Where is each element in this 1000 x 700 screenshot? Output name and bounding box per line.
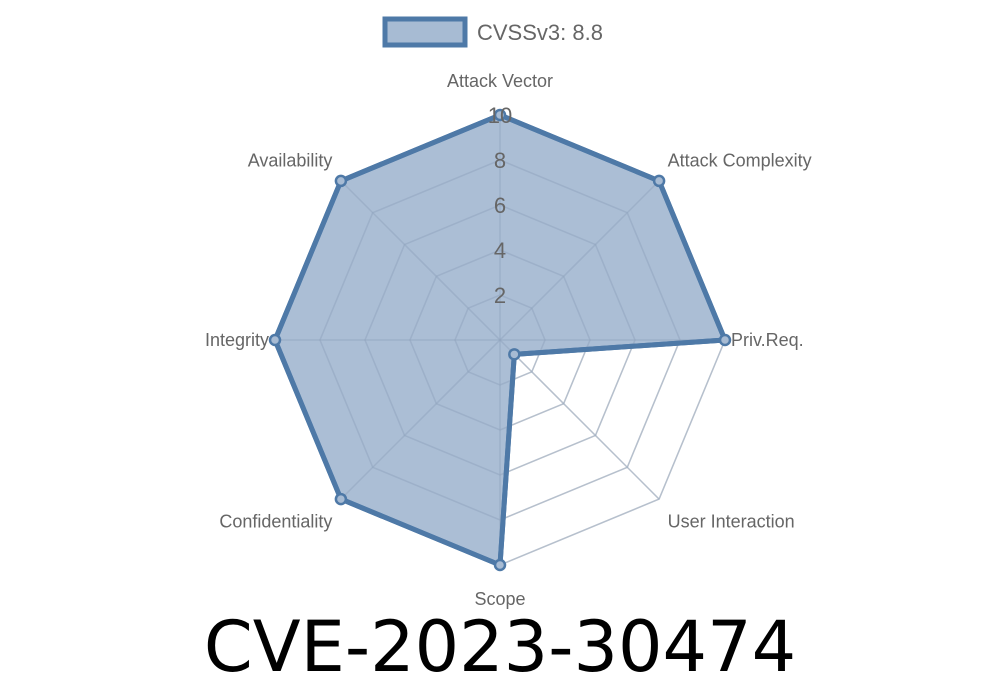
axis-label: Scope — [474, 589, 525, 609]
tick-label: 8 — [494, 148, 506, 173]
series-area — [268, 108, 732, 572]
tick-label: 10 — [488, 103, 512, 128]
axis-label: Attack Vector — [447, 71, 553, 91]
grid-spoke-overlay — [499, 339, 660, 500]
legend: CVSSv3: 8.8 — [382, 16, 603, 48]
data-point — [718, 333, 732, 347]
data-point — [493, 108, 507, 122]
data-point — [493, 558, 507, 572]
axis-label: Integrity — [205, 330, 269, 350]
grid-spoke-overlay — [340, 339, 501, 500]
grid-spoke-overlay — [499, 180, 660, 341]
axis-label: User Interaction — [668, 512, 795, 532]
data-point — [268, 333, 282, 347]
tick-label: 2 — [494, 283, 506, 308]
grid-spoke-overlay — [340, 180, 501, 341]
data-point — [652, 174, 666, 188]
axis-label: Confidentiality — [219, 512, 332, 532]
axis-label: Availability — [248, 150, 333, 170]
axis-label: Priv.Req. — [731, 330, 804, 350]
axis-label: Attack Complexity — [668, 150, 812, 170]
tick-label: 4 — [494, 238, 506, 263]
page-title: CVE-2023-30474 — [203, 606, 797, 688]
axis-labels: Attack Vector Attack Complexity Priv.Req. U… — [205, 71, 812, 609]
data-point — [334, 492, 348, 506]
data-point — [508, 348, 521, 361]
data-point — [334, 174, 348, 188]
legend-label: CVSSv3: 8.8 — [477, 20, 603, 45]
tick-label: 6 — [494, 193, 506, 218]
radial-ticks: 2 4 6 8 10 — [488, 103, 512, 308]
legend-swatch — [382, 16, 468, 48]
